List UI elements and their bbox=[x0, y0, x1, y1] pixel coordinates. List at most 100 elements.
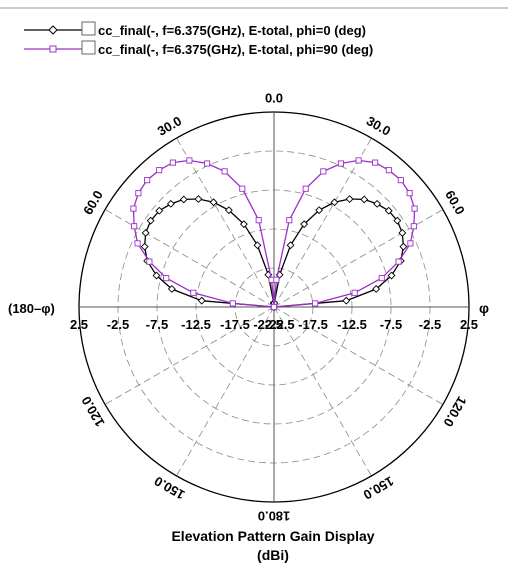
radial-tick-label: -17.5 bbox=[220, 317, 250, 332]
data-point bbox=[406, 190, 413, 197]
angle-label: 30.0 bbox=[155, 113, 184, 139]
data-point bbox=[167, 285, 176, 293]
angle-label: 150.0 bbox=[152, 473, 188, 502]
data-point bbox=[155, 206, 164, 215]
data-point bbox=[337, 160, 344, 167]
data-point bbox=[372, 159, 379, 166]
data-point bbox=[300, 220, 309, 229]
data-point bbox=[355, 157, 362, 164]
data-point bbox=[140, 242, 149, 251]
grid-spoke bbox=[273, 306, 372, 477]
data-point bbox=[395, 258, 402, 265]
data-point bbox=[239, 220, 248, 229]
data-point bbox=[253, 241, 262, 250]
data-point bbox=[399, 242, 408, 251]
radial-tick-label: -7.5 bbox=[146, 317, 168, 332]
right-axis-label: φ bbox=[479, 300, 489, 316]
data-point bbox=[330, 198, 339, 207]
radial-tick-label: -22.5 bbox=[253, 317, 283, 332]
grid-spoke bbox=[104, 209, 275, 308]
data-point bbox=[209, 198, 218, 207]
data-point bbox=[393, 216, 402, 225]
data-point bbox=[360, 195, 369, 204]
data-point bbox=[229, 300, 236, 307]
data-point bbox=[146, 216, 155, 225]
data-point bbox=[204, 160, 211, 167]
data-point bbox=[179, 195, 188, 204]
angle-label: 60.0 bbox=[80, 188, 106, 217]
data-point bbox=[144, 177, 151, 184]
plot-series bbox=[130, 157, 418, 311]
data-point bbox=[239, 185, 246, 192]
data-point bbox=[385, 167, 392, 174]
data-point bbox=[169, 159, 176, 166]
data-point bbox=[286, 217, 293, 224]
data-point bbox=[345, 195, 354, 203]
angle-label: 150.0 bbox=[361, 473, 397, 502]
data-point bbox=[190, 289, 197, 296]
data-point bbox=[387, 271, 396, 280]
data-point bbox=[135, 190, 142, 197]
data-point bbox=[130, 205, 137, 212]
legend-checkbox bbox=[81, 21, 96, 36]
legend-label: cc_final(-, f=6.375(GHz), E-total, phi=0… bbox=[98, 23, 366, 38]
angle-label: 0.0 bbox=[265, 90, 283, 105]
angle-label: 60.0 bbox=[442, 188, 468, 217]
legend-checkbox bbox=[81, 40, 96, 55]
radial-tick-label: -12.5 bbox=[181, 317, 211, 332]
data-point bbox=[186, 157, 193, 164]
chart-unit: (dBi) bbox=[257, 547, 289, 563]
data-point bbox=[351, 289, 358, 296]
data-point bbox=[146, 258, 153, 265]
data-point bbox=[398, 228, 407, 237]
left-axis-label: (180–φ) bbox=[8, 301, 55, 316]
data-point bbox=[315, 206, 324, 215]
angle-label: 120.0 bbox=[440, 394, 469, 430]
grid-spoke bbox=[273, 209, 444, 308]
data-point bbox=[270, 303, 278, 311]
data-point bbox=[384, 206, 393, 215]
radial-tick-label: 2.5 bbox=[70, 317, 88, 332]
data-point bbox=[131, 223, 138, 230]
grid-spoke bbox=[176, 306, 275, 477]
legend-marker bbox=[49, 45, 57, 53]
data-point bbox=[407, 240, 414, 247]
chart-title: Elevation Pattern Gain Display bbox=[171, 528, 374, 544]
data-point bbox=[134, 240, 141, 247]
data-point bbox=[273, 276, 280, 283]
radial-tick-label: 2.5 bbox=[460, 317, 478, 332]
data-point bbox=[372, 285, 381, 293]
data-point bbox=[302, 185, 309, 192]
legend: cc_final(-, f=6.375(GHz), E-total, phi=0… bbox=[24, 21, 373, 57]
data-point bbox=[378, 275, 385, 282]
radial-tick-label: -22.5 bbox=[265, 317, 295, 332]
data-point bbox=[197, 296, 206, 305]
data-point bbox=[286, 241, 295, 250]
radial-tick-label: -2.5 bbox=[419, 317, 441, 332]
data-point bbox=[373, 199, 382, 208]
data-point bbox=[224, 206, 233, 215]
legend-marker bbox=[48, 25, 58, 35]
radial-tick-label: -12.5 bbox=[337, 317, 367, 332]
radial-tick-label: -2.5 bbox=[107, 317, 129, 332]
data-point bbox=[166, 199, 175, 208]
data-point bbox=[194, 195, 203, 203]
angle-label: 30.0 bbox=[364, 113, 393, 139]
angle-label: 120.0 bbox=[78, 394, 107, 430]
data-point bbox=[163, 275, 170, 282]
data-point bbox=[320, 168, 327, 175]
legend-label: cc_final(-, f=6.375(GHz), E-total, phi=9… bbox=[98, 42, 373, 57]
data-point bbox=[221, 168, 228, 175]
radial-tick-label: -17.5 bbox=[298, 317, 328, 332]
data-point bbox=[141, 228, 150, 237]
angle-label: 180.0 bbox=[258, 509, 291, 524]
data-point bbox=[312, 300, 319, 307]
data-point bbox=[156, 167, 163, 174]
data-point bbox=[255, 217, 262, 224]
data-point bbox=[397, 177, 404, 184]
radial-tick-label: -7.5 bbox=[380, 317, 402, 332]
polar-grid bbox=[78, 111, 470, 503]
data-point bbox=[410, 223, 417, 230]
